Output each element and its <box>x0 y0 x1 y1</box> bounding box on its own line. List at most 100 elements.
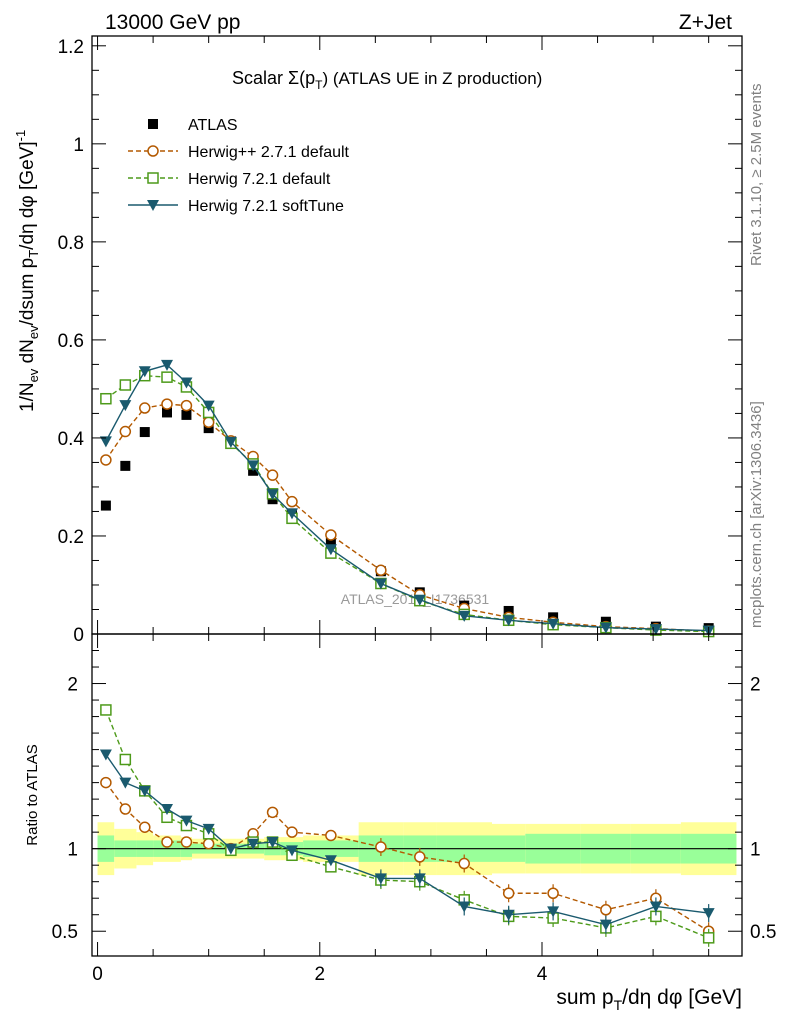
legend-label-herwig72def: Herwig 7.2.1 default <box>188 171 331 188</box>
ratio-point-herwig72soft <box>324 855 337 867</box>
ratio-point-herwigpp <box>458 857 470 870</box>
ratio-point-herwigpp <box>100 776 112 789</box>
main-y-tick-label: 0 <box>73 625 84 646</box>
x-tick-label: 4 <box>537 964 548 985</box>
data-point-herwigpp <box>266 469 279 481</box>
ratio-plot-frame <box>91 633 743 957</box>
data-point-atlas <box>203 423 214 434</box>
ratio-y-tick-label-right: 0.5 <box>750 922 776 943</box>
main-y-tick-label: 0.2 <box>58 527 84 548</box>
data-point-herwigpp <box>100 454 112 466</box>
ratio-point-herwig72soft <box>180 815 193 827</box>
data-point-herwigpp <box>161 398 173 410</box>
legend-label-herwigpp: Herwig++ 2.7.1 default <box>188 144 350 161</box>
ratio-point-herwigpp <box>325 829 337 842</box>
ratio-point-herwigpp <box>266 806 279 819</box>
legend-marker-atlas <box>148 119 158 129</box>
data-point-herwigpp <box>325 529 337 541</box>
data-point-herwig72soft <box>161 359 173 371</box>
data-point-herwig72soft <box>99 436 112 448</box>
ratio-y-tick-label: 1 <box>67 840 78 861</box>
data-point-herwig72soft <box>138 366 151 378</box>
main-plot-title: Scalar Σ(pT) (ATLAS UE in Z production) <box>232 68 542 92</box>
ratio-y-tick-label: 0.5 <box>52 922 78 943</box>
data-point-herwig72soft <box>649 624 662 636</box>
ratio-series-herwig72soft <box>99 749 715 934</box>
data-point-herwigpp <box>139 402 151 414</box>
legend-label-herwig72soft: Herwig 7.2.1 softTune <box>188 198 344 215</box>
data-point-herwig72soft <box>458 610 471 622</box>
data-point-herwig72def <box>119 379 132 391</box>
data-point-herwig72def <box>161 371 173 383</box>
data-point-herwig72soft <box>119 400 132 412</box>
ratio-point-herwig72soft <box>547 906 560 918</box>
data-point-herwig72soft <box>374 578 387 590</box>
data-point-atlas <box>120 460 131 471</box>
ratio-point-herwigpp <box>202 837 215 850</box>
data-point-atlas <box>325 537 336 548</box>
ratio-point-herwig72def <box>702 932 715 944</box>
mcplots-reference-label: mcplots.cern.ch [arXiv:1306.3436] <box>748 401 765 628</box>
legend-marker-herwig72soft <box>147 200 159 211</box>
main-plot-panel: ATLAS_2019_I1736531 00.20.40.60.811.2 Sc… <box>13 35 743 646</box>
ratio-point-herwig72def <box>119 753 132 766</box>
data-point-atlas <box>181 409 192 420</box>
ratio-data-series <box>99 704 715 947</box>
x-tick-label: 2 <box>314 964 325 985</box>
ratio-point-herwig72soft <box>413 873 426 885</box>
ratio-point-herwigpp <box>286 826 298 838</box>
data-point-herwig72soft <box>324 544 337 556</box>
data-point-herwig72soft <box>547 618 560 630</box>
ratio-point-herwigpp <box>547 887 559 900</box>
data-point-herwigpp <box>202 416 215 428</box>
x-axis-label: sum pT/dη dφ [GeV] <box>556 986 742 1013</box>
ratio-point-herwigpp <box>161 836 173 848</box>
ratio-point-herwig72soft <box>202 823 215 835</box>
ratio-point-herwig72soft <box>247 838 260 850</box>
data-point-herwig72soft <box>502 615 515 627</box>
data-point-atlas <box>503 605 514 616</box>
data-point-herwigpp <box>119 425 132 438</box>
data-point-herwig72soft <box>286 508 298 520</box>
ratio-y-tick-label: 2 <box>67 675 78 696</box>
ratio-point-herwigpp <box>180 836 193 848</box>
ratio-point-herwig72soft <box>649 901 662 913</box>
data-point-herwig72soft <box>266 489 279 501</box>
ratio-point-herwig72soft <box>599 919 612 931</box>
ratio-point-herwig72soft <box>138 785 151 797</box>
data-point-herwig72soft <box>180 377 193 389</box>
legend-marker-herwig72def <box>147 172 159 184</box>
data-point-herwigpp <box>286 495 298 508</box>
ratio-y-axis-label: Ratio to ATLAS <box>24 744 41 845</box>
svg-text:1/Nev dNev/dsum pT/dη dφ [GeV: 1/Nev dNev/dsum pT/dη dφ [GeV]-1 <box>13 130 41 412</box>
data-point-atlas <box>139 427 150 438</box>
ratio-point-herwig72soft <box>224 843 237 855</box>
data-point-herwig72soft <box>599 622 612 634</box>
data-point-atlas <box>162 407 172 418</box>
ratio-y-tick-label-right: 2 <box>750 675 761 696</box>
legend-label-atlas: ATLAS <box>188 117 238 134</box>
data-point-herwig72soft <box>224 436 237 448</box>
main-y-tick-label: 1.2 <box>58 37 84 58</box>
ratio-point-herwig72soft <box>161 804 173 816</box>
data-point-herwig72soft <box>247 460 260 472</box>
ratio-point-herwig72soft <box>374 873 387 885</box>
ratio-y-tick-label-right: 1 <box>750 840 761 861</box>
rivet-version-label: Rivet 3.1.10, ≥ 2.5M events <box>748 84 765 267</box>
main-y-tick-label: 0.6 <box>58 331 84 352</box>
ratio-point-herwigpp <box>119 803 132 815</box>
ratio-point-herwigpp <box>414 851 426 863</box>
data-point-herwig72soft <box>413 594 426 606</box>
main-data-series <box>99 359 715 638</box>
main-y-tick-label: 1 <box>73 135 84 156</box>
ratio-point-herwig72def <box>100 704 112 716</box>
x-tick-label: 0 <box>92 964 103 985</box>
data-point-herwig72def <box>100 392 112 405</box>
data-point-herwig72soft <box>202 400 215 412</box>
ratio-point-herwig72soft <box>119 777 132 789</box>
series-herwig72soft <box>99 359 715 637</box>
main-y-tick-label: 0.4 <box>58 429 85 450</box>
main-y-tick-label: 0.8 <box>58 233 84 254</box>
main-y-axis-label: 1/Nev dNev/dsum pT/dη dφ [GeV]-1 <box>13 130 41 412</box>
